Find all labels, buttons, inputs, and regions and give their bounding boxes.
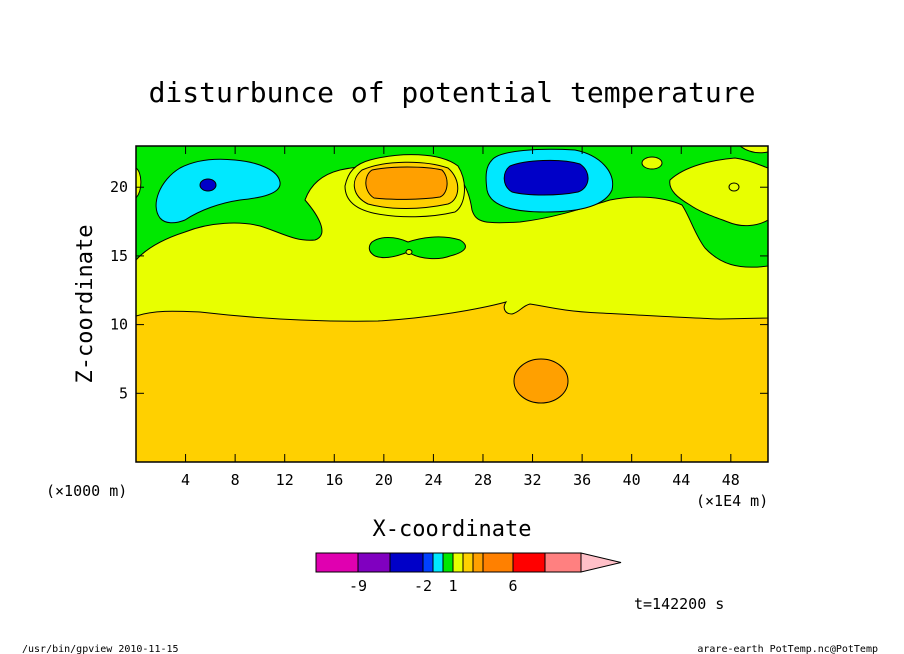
cold-blob-left-core bbox=[199, 178, 217, 192]
colorbar-label: 1 bbox=[448, 577, 457, 595]
x-tick-label: 32 bbox=[524, 471, 542, 489]
colorbar-box bbox=[422, 552, 434, 573]
x-axis-label: X-coordinate bbox=[373, 517, 532, 542]
y-tick-label: 15 bbox=[110, 247, 128, 265]
x-tick-label: 44 bbox=[672, 471, 690, 489]
x-tick-label: 24 bbox=[424, 471, 442, 489]
colorbar: -9 -2 1 6 bbox=[315, 552, 622, 595]
x-tick-label: 48 bbox=[722, 471, 740, 489]
time-label: t=142200 s bbox=[634, 595, 724, 613]
colorbar-box bbox=[452, 552, 464, 573]
colorbar-box bbox=[315, 552, 359, 573]
x-tick-label: 36 bbox=[573, 471, 591, 489]
colorbar-box bbox=[432, 552, 444, 573]
footer-left: /usr/bin/gpview 2010-11-15 bbox=[22, 644, 179, 654]
footer-right: arare-earth_PotTemp.nc@PotTemp bbox=[697, 644, 878, 654]
colorbar-box bbox=[512, 552, 546, 573]
y-tick-label: 20 bbox=[110, 178, 128, 196]
cold-blob-left-outer bbox=[155, 158, 281, 224]
colorbar-box bbox=[357, 552, 391, 573]
colorbar-label: -9 bbox=[349, 577, 367, 595]
colorbar-box bbox=[482, 552, 514, 573]
x-unit-left: (×1000 m) bbox=[46, 482, 127, 500]
plot-frame bbox=[135, 145, 769, 463]
colorbar-box bbox=[472, 552, 484, 573]
plot-area bbox=[135, 145, 769, 463]
colorbar-box bbox=[389, 552, 424, 573]
warm-blob-upper-core bbox=[365, 166, 448, 200]
colorbar-label: 6 bbox=[508, 577, 517, 595]
x-tick-label: 8 bbox=[231, 471, 240, 489]
colorbar-box bbox=[544, 552, 582, 573]
small-green-lobe bbox=[368, 236, 466, 260]
chart-title: disturbunce of potential temperature bbox=[149, 76, 756, 109]
x-tick-label: 4 bbox=[181, 471, 190, 489]
x-axis: 4 8 12 16 20 24 28 32 36 40 44 48 bbox=[181, 146, 740, 489]
small-yellow-dot bbox=[405, 249, 413, 255]
colorbar-box bbox=[462, 552, 474, 573]
right-small-circle bbox=[728, 182, 740, 192]
colorbar-box bbox=[442, 552, 454, 573]
right-yellow-region bbox=[669, 157, 768, 227]
x-tick-label: 16 bbox=[325, 471, 343, 489]
x-tick-label: 40 bbox=[623, 471, 641, 489]
colorbar-arrow bbox=[580, 552, 622, 573]
y-axis-label: Z-coordinate bbox=[73, 225, 98, 384]
x-tick-label: 28 bbox=[474, 471, 492, 489]
x-tick-label: 20 bbox=[375, 471, 393, 489]
x-unit-right: (×1E4 m) bbox=[696, 492, 768, 510]
y-tick-label: 5 bbox=[119, 384, 128, 402]
colorbar-label: -2 bbox=[414, 577, 432, 595]
right-top-yellow bbox=[641, 156, 663, 170]
x-tick-label: 12 bbox=[276, 471, 294, 489]
y-axis: 5 10 15 20 bbox=[110, 178, 768, 402]
y-tick-label: 10 bbox=[110, 316, 128, 334]
cold-blob-upper-core bbox=[503, 159, 589, 196]
top-right-edge bbox=[739, 146, 768, 154]
warm-blob-lower bbox=[513, 358, 569, 404]
